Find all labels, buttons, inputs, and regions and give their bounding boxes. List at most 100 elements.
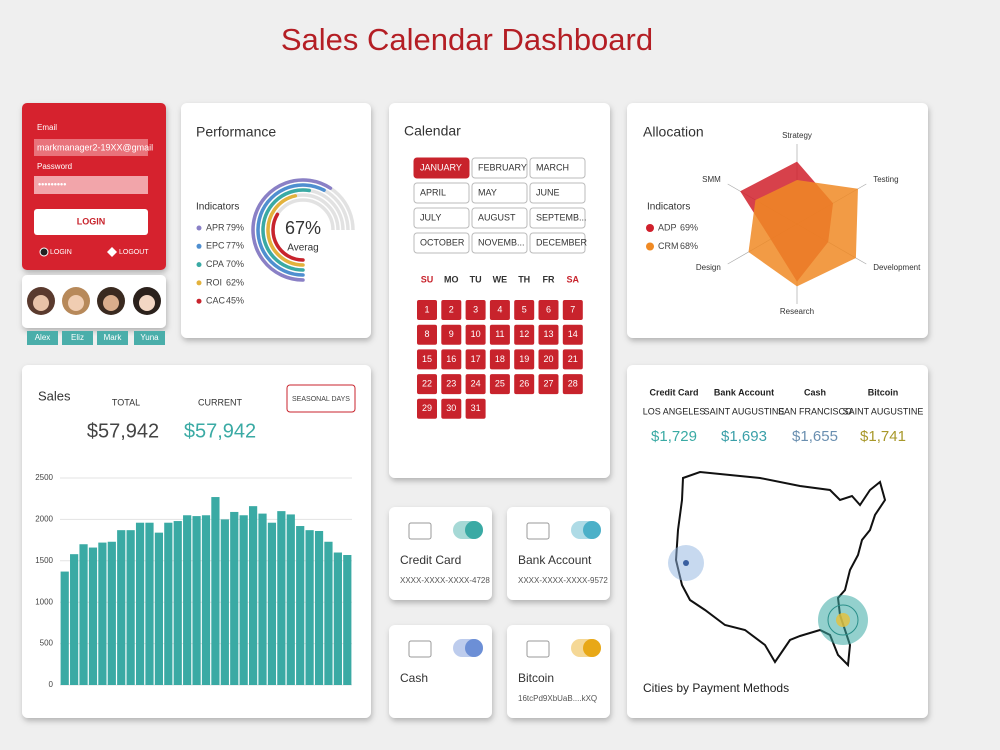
- day-number: 4: [497, 304, 502, 314]
- method-header: Cash: [804, 387, 826, 397]
- month-button[interactable]: [471, 232, 528, 254]
- day-number: 11: [495, 329, 504, 339]
- month-label: MAY: [478, 187, 497, 197]
- password-input[interactable]: [34, 176, 148, 194]
- day-cell[interactable]: [441, 324, 462, 345]
- toggle-knob[interactable]: [465, 521, 483, 539]
- month-button[interactable]: [471, 157, 528, 179]
- day-cell[interactable]: [489, 300, 510, 320]
- password-value: •••••••••: [38, 179, 66, 189]
- day-cell[interactable]: [465, 374, 486, 395]
- radar-axis-label: Research: [780, 307, 814, 316]
- day-number: 31: [471, 403, 481, 413]
- bar: [314, 530, 324, 685]
- day-cell[interactable]: [417, 398, 437, 419]
- ring-arc: [256, 183, 326, 277]
- indicator-label: 70%: [226, 259, 244, 269]
- day-cell[interactable]: [465, 398, 486, 419]
- day-cell[interactable]: [538, 324, 559, 345]
- month-button[interactable]: [529, 207, 586, 229]
- month-button[interactable]: [413, 207, 470, 229]
- bar: [324, 541, 333, 685]
- day-cell[interactable]: [441, 398, 462, 419]
- login-button[interactable]: [34, 209, 148, 235]
- login-radio[interactable]: [39, 247, 49, 257]
- bar: [164, 522, 173, 685]
- day-cell[interactable]: [514, 374, 535, 395]
- day-cell[interactable]: [489, 349, 510, 370]
- calendar-title: Calendar: [404, 123, 461, 139]
- month-button[interactable]: [471, 207, 528, 229]
- seasonal-button[interactable]: [286, 384, 356, 413]
- day-number: 8: [424, 329, 429, 339]
- day-cell[interactable]: [441, 349, 462, 370]
- payment-detail: XXXX-XXXX-XXXX-4728: [400, 576, 490, 585]
- bar: [201, 515, 211, 685]
- day-cell[interactable]: [538, 300, 559, 320]
- bar: [183, 515, 192, 685]
- y-tick-label: 0: [49, 680, 54, 689]
- user-badge[interactable]: [27, 331, 58, 345]
- month-button[interactable]: [413, 182, 470, 204]
- day-cell[interactable]: [417, 324, 437, 345]
- day-cell[interactable]: [441, 300, 462, 320]
- day-cell[interactable]: [562, 374, 583, 395]
- toggle-knob[interactable]: [465, 639, 483, 657]
- toggle-knob[interactable]: [583, 639, 601, 657]
- city-amount: $1,693: [721, 428, 767, 445]
- day-cell[interactable]: [514, 349, 535, 370]
- day-cell[interactable]: [489, 374, 510, 395]
- user-badge[interactable]: [134, 331, 165, 345]
- day-cell[interactable]: [465, 324, 486, 345]
- day-cell[interactable]: [417, 374, 437, 395]
- indicator-label: 62%: [226, 277, 244, 287]
- legend-label: 68%: [680, 241, 698, 251]
- day-cell[interactable]: [514, 300, 535, 320]
- logout-radio[interactable]: [107, 247, 117, 257]
- day-number: 14: [568, 329, 578, 339]
- radar-axis-label: Design: [696, 263, 721, 272]
- day-cell[interactable]: [538, 374, 559, 395]
- indicator-name: CPA: [206, 259, 224, 269]
- day-cell[interactable]: [417, 349, 437, 370]
- day-cell[interactable]: [489, 324, 510, 345]
- payment-detail: 16tcPd9XbUaB....kXQ: [518, 694, 597, 703]
- day-cell[interactable]: [465, 300, 486, 320]
- toggle-knob[interactable]: [583, 521, 601, 539]
- weekday: TU: [470, 274, 482, 284]
- logout-option: LOGOUT: [119, 249, 149, 256]
- month-button[interactable]: [529, 157, 586, 179]
- day-cell[interactable]: [441, 374, 462, 395]
- month-button[interactable]: [529, 182, 586, 204]
- radar-axis-label: Testing: [873, 175, 898, 184]
- bar: [107, 541, 116, 685]
- month-button[interactable]: [413, 157, 470, 179]
- legend-name: ADP: [658, 222, 677, 232]
- day-cell[interactable]: [562, 300, 583, 320]
- day-cell[interactable]: [465, 349, 486, 370]
- day-cell[interactable]: [514, 324, 535, 345]
- day-cell[interactable]: [562, 349, 583, 370]
- total-value: $57,942: [87, 420, 159, 442]
- city-amount: $1,741: [860, 428, 906, 445]
- month-button[interactable]: [529, 232, 586, 254]
- weekday: WE: [493, 274, 508, 284]
- day-cell[interactable]: [538, 349, 559, 370]
- day-cell[interactable]: [417, 300, 437, 320]
- bar: [88, 547, 98, 685]
- day-number: 2: [449, 304, 454, 314]
- performance-center-label: Averag: [287, 243, 319, 254]
- month-button[interactable]: [413, 232, 470, 254]
- user-badge[interactable]: [97, 331, 128, 345]
- us-map: [668, 470, 887, 668]
- email-input[interactable]: [34, 139, 148, 156]
- user-badge[interactable]: [62, 331, 93, 345]
- current-value: $57,942: [184, 420, 256, 442]
- month-button[interactable]: [471, 182, 528, 204]
- bar: [192, 516, 201, 685]
- legend-label: 69%: [680, 222, 698, 232]
- indicator-name: CAC: [206, 296, 226, 306]
- day-cell[interactable]: [562, 324, 583, 345]
- month-label: OCTOBER: [420, 237, 465, 247]
